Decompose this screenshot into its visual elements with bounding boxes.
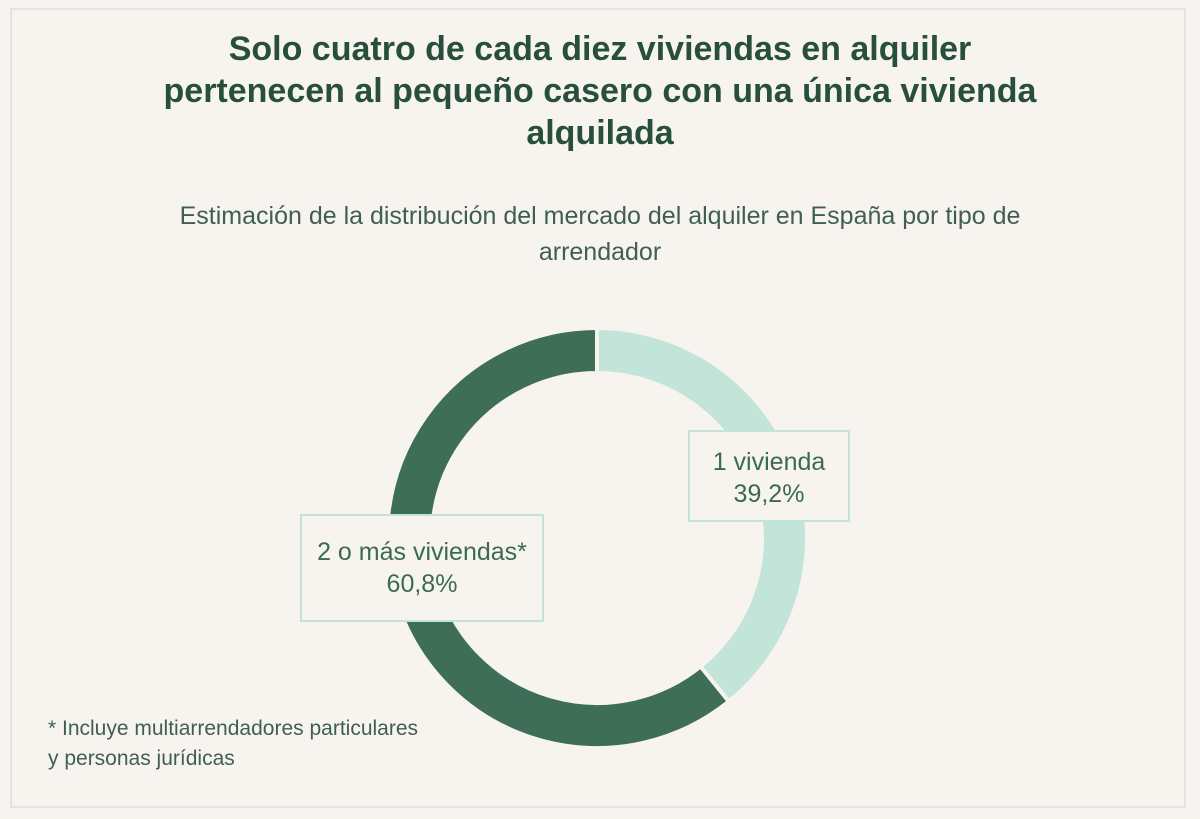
label-single-home: 1 vivienda 39,2% [688, 430, 850, 522]
slice-value-single-home: 39,2% [733, 480, 805, 508]
slice-single-home [595, 325, 809, 705]
label-multi-home: 2 o más viviendas* 60,8% [300, 514, 544, 622]
footnote: * Incluye multiarrendadores particulares… [48, 717, 419, 770]
slice-label-multi-home: 2 o más viviendas* [317, 538, 527, 566]
chart-title: Solo cuatro de cada diez viviendas en al… [163, 30, 1037, 152]
chart-frame [10, 8, 1186, 808]
slice-value-multi-home: 60,8% [386, 570, 458, 598]
slice-label-single-home: 1 vivienda [712, 448, 826, 476]
slice-multi-home [385, 325, 732, 750]
chart-subtitle: Estimación de la distribución del mercad… [179, 202, 1021, 266]
